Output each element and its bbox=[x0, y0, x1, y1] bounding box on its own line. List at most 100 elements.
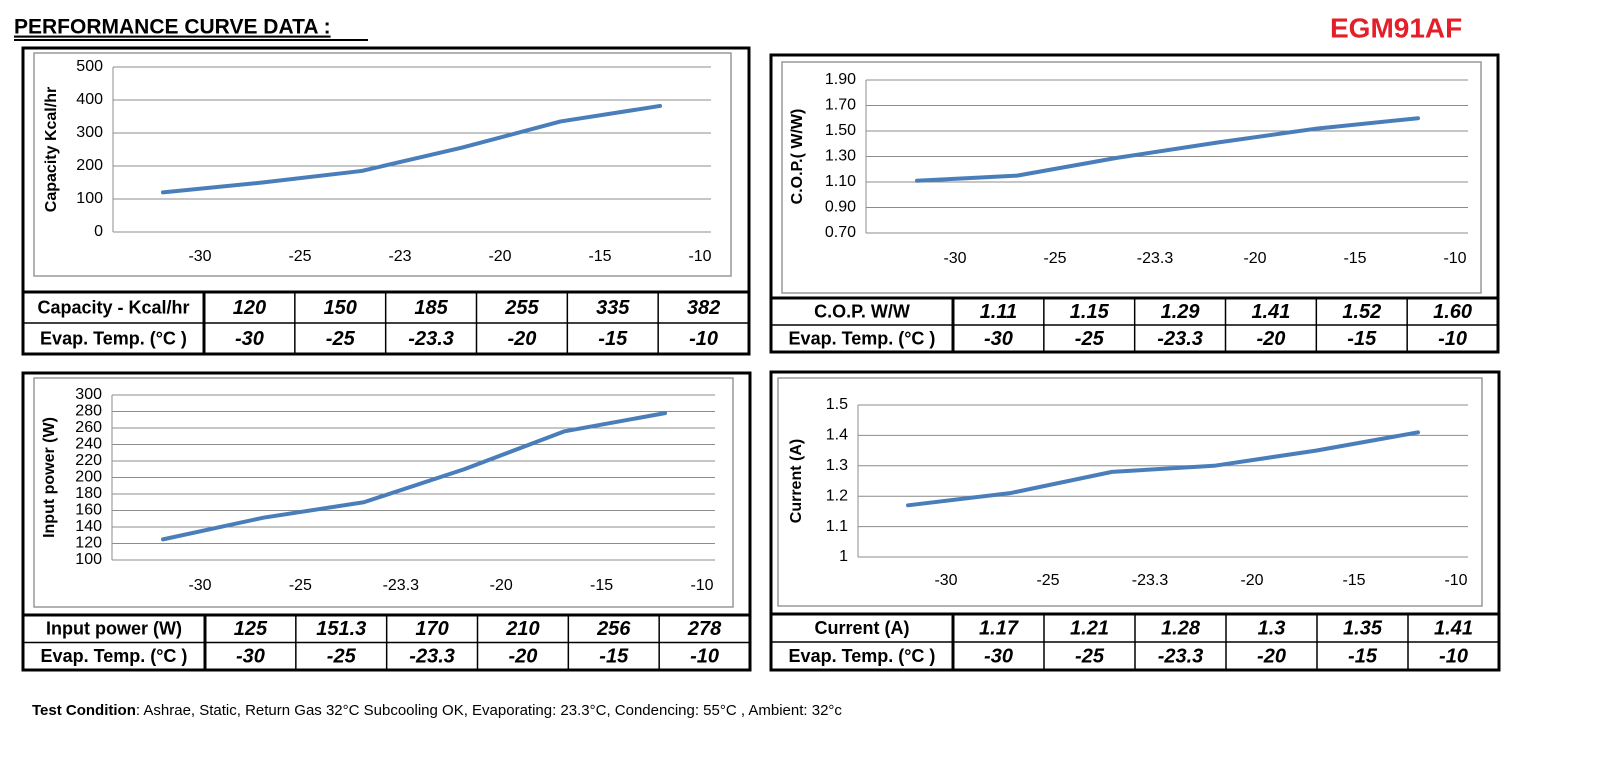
table-cell: 1.41 bbox=[1251, 301, 1290, 323]
table-cell: 1.29 bbox=[1161, 301, 1201, 323]
table-cell: 1.15 bbox=[1070, 301, 1110, 323]
table-cell: -20 bbox=[507, 328, 536, 350]
y-tick-label: 1.4 bbox=[826, 427, 848, 444]
table-cell: 210 bbox=[505, 618, 539, 640]
table-cell: -25 bbox=[1075, 645, 1105, 667]
table-cell: 125 bbox=[234, 618, 268, 640]
y-tick-label: 1.50 bbox=[825, 122, 856, 139]
footer-label: Test Condition bbox=[32, 702, 136, 719]
x-tick-label: -23.3 bbox=[1132, 572, 1169, 589]
model-name: EGM91AF bbox=[1330, 12, 1462, 43]
y-tick-label: 400 bbox=[76, 91, 103, 108]
x-tick-label: -10 bbox=[1444, 572, 1467, 589]
table-cell: -15 bbox=[599, 646, 629, 668]
y-tick-label: 1.10 bbox=[825, 173, 856, 190]
table-cell: -20 bbox=[508, 646, 537, 668]
y-tick-label: 1.2 bbox=[826, 487, 848, 504]
table-row-header: Evap. Temp. (°C ) bbox=[41, 646, 188, 666]
x-tick-label: -15 bbox=[1343, 250, 1366, 267]
chart-area bbox=[777, 377, 1483, 607]
x-tick-label: -30 bbox=[943, 250, 966, 267]
table-cell: -23.3 bbox=[1158, 645, 1204, 667]
chart-area bbox=[33, 377, 734, 608]
table-cell: 1.3 bbox=[1258, 617, 1286, 639]
x-tick-label: -25 bbox=[1036, 572, 1059, 589]
table-cell: 1.28 bbox=[1161, 617, 1201, 639]
table-cell: 335 bbox=[596, 297, 630, 319]
x-tick-label: -10 bbox=[688, 248, 711, 265]
table-cell: -25 bbox=[1075, 328, 1105, 350]
y-tick-label: 300 bbox=[76, 124, 103, 141]
x-tick-label: -20 bbox=[490, 577, 513, 594]
y-tick-label: 100 bbox=[75, 551, 102, 568]
table-cell: 382 bbox=[687, 297, 720, 319]
table-cell: -30 bbox=[236, 646, 265, 668]
table-row-header: Evap. Temp. (°C ) bbox=[40, 328, 187, 348]
table-cell: -30 bbox=[984, 645, 1013, 667]
y-tick-label: 140 bbox=[75, 518, 102, 535]
y-axis-title: Capacity Kcal/hr bbox=[43, 87, 60, 212]
chart-area bbox=[781, 61, 1482, 294]
table-cell: 120 bbox=[233, 297, 266, 319]
y-tick-label: 1.5 bbox=[826, 396, 848, 413]
table-cell: -30 bbox=[235, 328, 264, 350]
x-tick-label: -25 bbox=[289, 577, 312, 594]
y-tick-label: 120 bbox=[75, 535, 102, 552]
y-tick-label: 500 bbox=[76, 58, 103, 75]
x-tick-label: -10 bbox=[690, 577, 713, 594]
x-tick-label: -25 bbox=[1043, 250, 1066, 267]
y-tick-label: 1.3 bbox=[826, 457, 848, 474]
table-cell: 1.21 bbox=[1070, 617, 1109, 639]
x-tick-label: -30 bbox=[188, 577, 211, 594]
test-condition: Test Condition: Ashrae, Static, Return G… bbox=[32, 702, 842, 719]
y-tick-label: 280 bbox=[75, 403, 102, 420]
x-tick-label: -15 bbox=[588, 248, 611, 265]
table-cell: -30 bbox=[984, 328, 1013, 350]
table-cell: -20 bbox=[1257, 645, 1286, 667]
table-cell: 150 bbox=[324, 297, 357, 319]
table-cell: -23.3 bbox=[409, 646, 455, 668]
data-line bbox=[161, 411, 667, 542]
table-cell: -10 bbox=[1438, 328, 1467, 350]
table-cell: -15 bbox=[1347, 328, 1377, 350]
table-cell: 185 bbox=[414, 297, 448, 319]
y-tick-label: 1.1 bbox=[826, 518, 848, 535]
table-cell: 170 bbox=[415, 618, 448, 640]
table-row-header: Input power (W) bbox=[46, 619, 182, 639]
table-cell: 1.52 bbox=[1342, 301, 1381, 323]
y-tick-label: 160 bbox=[75, 502, 102, 519]
data-line bbox=[161, 103, 662, 195]
y-tick-label: 1.70 bbox=[825, 97, 856, 114]
data-line bbox=[915, 116, 1420, 183]
y-tick-label: 260 bbox=[75, 419, 102, 436]
table-cell: 256 bbox=[596, 618, 631, 640]
table-row-header: Evap. Temp. (°C ) bbox=[789, 646, 936, 666]
table-cell: -23.3 bbox=[408, 328, 454, 350]
footer-text: : Ashrae, Static, Return Gas 32°C Subcoo… bbox=[136, 702, 843, 719]
y-tick-label: 1.90 bbox=[825, 71, 856, 88]
data-line bbox=[906, 430, 1420, 508]
x-tick-label: -23 bbox=[388, 248, 411, 265]
x-tick-label: -10 bbox=[1443, 250, 1466, 267]
y-tick-label: 220 bbox=[75, 452, 102, 469]
y-tick-label: 1 bbox=[839, 548, 848, 565]
table-cell: -10 bbox=[689, 328, 718, 350]
y-tick-label: 180 bbox=[75, 485, 102, 502]
x-tick-label: -20 bbox=[1243, 250, 1266, 267]
table-cell: -25 bbox=[326, 328, 356, 350]
y-axis-title: Current (A) bbox=[788, 439, 805, 523]
table-cell: -23.3 bbox=[1157, 328, 1203, 350]
x-tick-label: -20 bbox=[1240, 572, 1263, 589]
y-axis-title: Input power (W) bbox=[41, 417, 58, 538]
table-cell: 255 bbox=[504, 297, 539, 319]
table-cell: -15 bbox=[598, 328, 628, 350]
y-tick-label: 1.30 bbox=[825, 148, 856, 165]
x-tick-label: -15 bbox=[1342, 572, 1365, 589]
table-cell: -25 bbox=[327, 646, 357, 668]
table-cell: 278 bbox=[687, 618, 722, 640]
x-tick-label: -25 bbox=[288, 248, 311, 265]
page-title: PERFORMANCE CURVE DATA : bbox=[14, 16, 331, 39]
table-row-header: Evap. Temp. (°C ) bbox=[789, 328, 936, 348]
y-tick-label: 0.90 bbox=[825, 199, 856, 216]
